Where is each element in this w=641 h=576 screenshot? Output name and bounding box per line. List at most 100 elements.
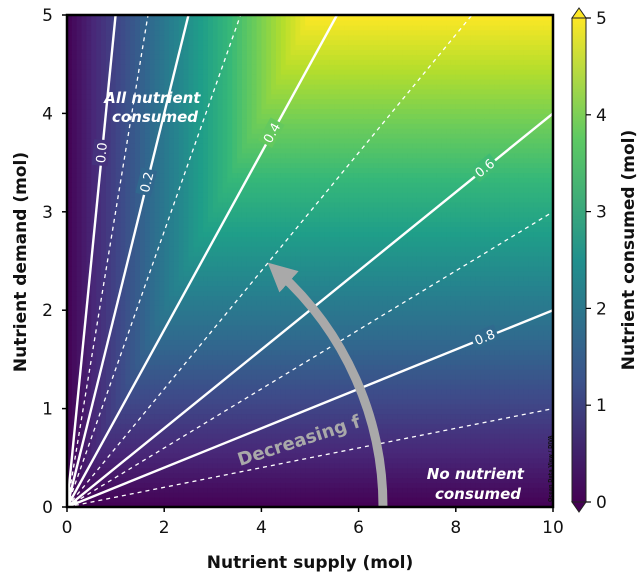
heatmap-cell bbox=[86, 83, 92, 90]
heatmap-cell bbox=[101, 384, 107, 390]
heatmap-cell bbox=[203, 452, 209, 459]
heatmap-cell bbox=[164, 447, 170, 454]
heatmap-cell bbox=[173, 138, 180, 144]
heatmap-cell bbox=[232, 398, 238, 405]
heatmap-cell bbox=[266, 39, 272, 46]
heatmap-cell bbox=[232, 162, 238, 169]
heatmap-cell bbox=[290, 374, 297, 380]
heatmap-cell bbox=[198, 231, 204, 237]
heatmap-cell bbox=[232, 379, 238, 385]
heatmap-cell bbox=[154, 477, 160, 483]
heatmap-cell bbox=[227, 344, 233, 351]
heatmap-cell bbox=[178, 69, 185, 75]
heatmap-cell bbox=[86, 59, 92, 65]
heatmap-cell bbox=[305, 467, 311, 474]
heatmap-cell bbox=[232, 349, 238, 356]
heatmap-cell bbox=[135, 231, 141, 237]
heatmap-cell bbox=[96, 44, 102, 51]
heatmap-cell bbox=[203, 182, 209, 188]
heatmap-cell bbox=[227, 403, 233, 410]
heatmap-cell bbox=[237, 403, 243, 410]
heatmap-cell bbox=[207, 93, 214, 100]
heatmap-cell bbox=[135, 93, 141, 100]
heatmap-cell bbox=[164, 324, 170, 331]
heatmap-cell bbox=[280, 69, 287, 75]
heatmap-cell bbox=[159, 246, 165, 252]
heatmap-cell bbox=[120, 113, 126, 119]
heatmap-cell bbox=[290, 339, 297, 346]
heatmap-cell bbox=[105, 384, 112, 390]
heatmap-cell bbox=[222, 290, 228, 297]
heatmap-cell bbox=[222, 236, 228, 242]
heatmap-cell bbox=[110, 285, 117, 292]
heatmap-cell bbox=[261, 113, 267, 119]
heatmap-cell bbox=[241, 34, 248, 41]
heatmap-cell bbox=[105, 344, 112, 351]
heatmap-cell bbox=[271, 403, 277, 410]
heatmap-cell bbox=[295, 167, 301, 174]
heatmap-cell bbox=[183, 231, 190, 237]
heatmap-cell bbox=[212, 408, 219, 415]
heatmap-cell bbox=[96, 64, 102, 70]
heatmap-cell bbox=[203, 388, 209, 395]
heatmap-cell bbox=[115, 167, 122, 174]
heatmap-cell bbox=[183, 256, 190, 262]
heatmap-cell bbox=[198, 339, 204, 346]
heatmap-cell bbox=[232, 147, 238, 154]
heatmap-cell bbox=[125, 128, 131, 134]
heatmap-cell bbox=[275, 19, 282, 26]
heatmap-cell bbox=[280, 216, 287, 223]
heatmap-cell bbox=[86, 49, 92, 55]
heatmap-cell bbox=[120, 64, 126, 70]
heatmap-cell bbox=[110, 108, 117, 114]
heatmap-cell bbox=[81, 206, 88, 213]
heatmap-cell bbox=[237, 457, 243, 464]
heatmap-cell bbox=[217, 310, 224, 316]
heatmap-cell bbox=[110, 472, 117, 479]
heatmap-cell bbox=[164, 428, 170, 434]
heatmap-cell bbox=[67, 315, 73, 321]
heatmap-cell bbox=[101, 502, 107, 507]
heatmap-cell bbox=[300, 29, 306, 36]
heatmap-cell bbox=[173, 29, 180, 36]
heatmap-cell bbox=[290, 201, 297, 208]
heatmap-cell bbox=[271, 388, 277, 395]
heatmap-cell bbox=[198, 39, 204, 46]
heatmap-cell bbox=[203, 290, 209, 297]
heatmap-cell bbox=[110, 364, 117, 370]
heatmap-cell bbox=[227, 349, 233, 356]
heatmap-cell bbox=[169, 408, 175, 415]
heatmap-cell bbox=[130, 133, 136, 139]
heatmap-cell bbox=[144, 64, 151, 70]
heatmap-cell bbox=[217, 236, 224, 242]
heatmap-cell bbox=[178, 280, 185, 287]
heatmap-cell bbox=[290, 162, 297, 169]
heatmap-cell bbox=[275, 83, 282, 90]
heatmap-cell bbox=[144, 147, 151, 154]
heatmap-cell bbox=[71, 241, 78, 247]
heatmap-cell bbox=[178, 502, 185, 507]
heatmap-cell bbox=[261, 108, 267, 114]
heatmap-cell bbox=[295, 349, 301, 356]
heatmap-cell bbox=[81, 113, 88, 119]
heatmap-cell bbox=[275, 329, 282, 336]
heatmap-cell bbox=[212, 54, 219, 60]
heatmap-cell bbox=[130, 157, 136, 164]
heatmap-cell bbox=[290, 74, 297, 80]
heatmap-cell bbox=[266, 211, 272, 218]
heatmap-cell bbox=[178, 24, 185, 31]
heatmap-cell bbox=[130, 216, 136, 223]
heatmap-cell bbox=[222, 29, 228, 36]
heatmap-cell bbox=[246, 408, 253, 415]
heatmap-cell bbox=[237, 236, 243, 242]
heatmap-cell bbox=[149, 93, 156, 100]
heatmap-cell bbox=[149, 44, 156, 51]
heatmap-cell bbox=[125, 428, 131, 434]
heatmap-cell bbox=[207, 305, 214, 311]
heatmap-cell bbox=[207, 275, 214, 282]
heatmap-cell bbox=[149, 334, 156, 341]
heatmap-cell bbox=[261, 457, 267, 464]
heatmap-cell bbox=[222, 428, 228, 434]
heatmap-cell bbox=[212, 320, 219, 326]
heatmap-cell bbox=[285, 15, 292, 21]
